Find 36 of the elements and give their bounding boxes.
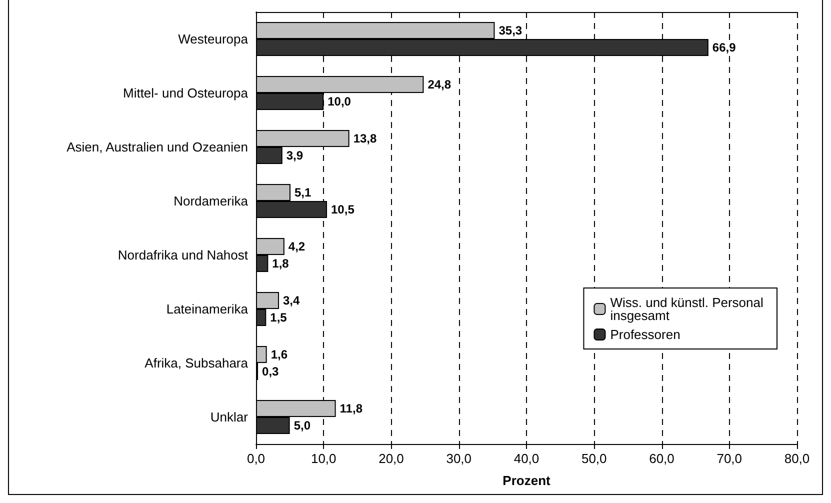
data-label: 66,9 xyxy=(712,40,736,54)
y-tick-label: Unklar xyxy=(210,410,249,424)
legend-label: Professoren xyxy=(610,327,680,342)
x-tick-label: 60,0 xyxy=(649,451,674,466)
x-axis-title: Prozent xyxy=(502,473,552,488)
y-tick-label: Lateinamerika xyxy=(166,302,249,316)
x-tick-label: 50,0 xyxy=(581,451,607,466)
data-label: 13,8 xyxy=(353,132,378,146)
data-label: 1,8 xyxy=(272,256,290,270)
y-tick-label: Mittel- und Osteuropa xyxy=(122,86,249,100)
x-tick-label: 40,0 xyxy=(514,451,540,466)
legend-label: Wiss. und künstl. Personal insgesamt xyxy=(610,295,768,323)
data-label: 35,3 xyxy=(498,24,522,38)
x-tick-label: 20,0 xyxy=(378,451,404,466)
data-label: 24,8 xyxy=(428,78,452,92)
data-label: 3,4 xyxy=(282,294,300,308)
x-tick-label: 80,0 xyxy=(784,451,810,466)
y-tick-label: Asien, Australien und Ozeanien xyxy=(66,140,248,154)
data-label: 1,5 xyxy=(270,310,288,324)
data-label: 1,6 xyxy=(270,348,288,362)
x-tick-label: 10,0 xyxy=(310,451,336,466)
x-tick-label: 70,0 xyxy=(716,451,742,466)
y-tick-label: Afrika, Subsahara xyxy=(144,356,249,370)
data-label: 5,1 xyxy=(294,186,312,200)
data-label: 11,8 xyxy=(340,402,363,416)
y-tick-label: Nordamerika xyxy=(174,194,249,208)
x-tick-label: 0,0 xyxy=(246,451,266,466)
data-label: 3,9 xyxy=(286,148,304,162)
y-tick-label: Nordafrika und Nahost xyxy=(118,248,248,262)
data-label: 0,3 xyxy=(262,364,280,378)
y-tick-label: Westeuropa xyxy=(178,32,249,46)
data-label: 10,0 xyxy=(328,94,352,108)
data-label: 4,2 xyxy=(288,240,306,254)
data-label: 5,0 xyxy=(294,418,311,432)
x-tick-label: 30,0 xyxy=(446,451,472,466)
data-label: 10,5 xyxy=(331,202,355,216)
